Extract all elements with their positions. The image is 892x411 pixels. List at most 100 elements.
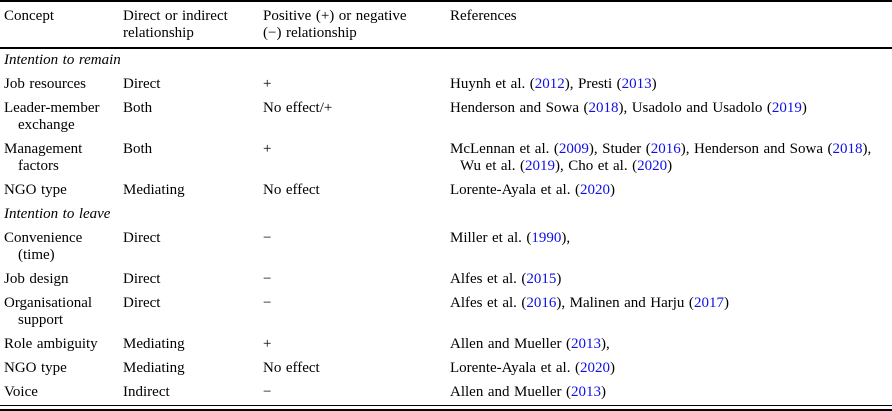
citation-text: ) [801,100,807,116]
sign-cell: + [263,141,272,157]
concept-cell: Organisational support [0,292,123,333]
sign-cell: − [263,384,272,400]
sign-cell: − [263,230,272,246]
citation-year-link[interactable]: 2009 [558,141,589,157]
citation-year-link[interactable]: 2012 [534,76,565,92]
relationship-cell: Mediating [123,336,185,352]
citation-text: Lorente-Ayala et al. ( [450,360,580,376]
citation-year-link[interactable]: 2020 [579,182,610,198]
citation-text: ), Presti ( [564,76,622,92]
citation-text: ) [651,76,657,92]
table-row: Management factors Both + McLennan et al. (2… [0,138,892,179]
header-row: Concept Direct or indirect relationship … [0,1,892,49]
citation-text: ), Studer ( [588,141,651,157]
reference-line: Alfes et al. (2016), Malinen and Harju (… [450,295,892,312]
reference-line: Allen and Mueller (2013) [450,384,892,401]
column-header-sign: Positive (+) or negative (−) relationshi… [263,1,450,49]
references-cell: Lorente-Ayala et al. (2020) [450,357,892,381]
concept-line: Voice [4,384,38,400]
citation-text: ), [561,230,571,246]
table-row: Leader-member exchange Both No effect/+ Hend… [0,97,892,138]
citation-text: Miller et al. ( [450,230,532,246]
citation-text: ), Usadolo and Usadolo ( [618,100,772,116]
references-cell: Henderson and Sowa (2018), Usadolo and U… [450,97,892,138]
concept-line: NGO type [4,182,67,198]
citation-year-link[interactable]: 2018 [832,141,863,157]
references-cell: Alfes et al. (2016), Malinen and Harju (… [450,292,892,333]
citation-text: Allen and Mueller ( [450,336,571,352]
relationship-cell: Indirect [123,384,170,400]
citation-text: ), Cho et al. ( [554,158,638,174]
concept-cell: Convenience (time) [0,227,123,268]
citation-year-link[interactable]: 2016 [650,141,681,157]
relationship-cell: Direct [123,76,161,92]
references-cell: Alfes et al. (2015) [450,268,892,292]
citation-year-link[interactable]: 2016 [526,295,557,311]
citation-year-link[interactable]: 1990 [531,230,562,246]
reference-line: McLennan et al. (2009), Studer (2016), H… [450,141,892,158]
citation-year-link[interactable]: 2015 [526,271,557,287]
citation-year-link[interactable]: 2013 [570,336,601,352]
reference-line: Alfes et al. (2015) [450,271,892,288]
citation-text: ) [609,360,615,376]
relationship-cell: Both [123,141,153,157]
relationship-cell: Mediating [123,360,185,376]
relationship-cell: Direct [123,230,161,246]
table-row: Voice Indirect − Allen and Mueller (2013) [0,381,892,405]
citation-year-link[interactable]: 2019 [524,158,555,174]
citation-year-link[interactable]: 2013 [570,384,601,400]
reference-line: Allen and Mueller (2013), [450,336,892,353]
section-row: Intention to remain [0,48,892,73]
reference-line: Huynh et al. (2012), Presti (2013) [450,76,892,93]
concept-line: Convenience [4,230,83,246]
citation-year-link[interactable]: 2018 [588,100,619,116]
column-header-references: References [450,1,892,49]
concept-cell: Role ambiguity [0,333,123,357]
section-heading: Intention to leave [4,206,111,222]
reference-line: Miller et al. (1990), [450,230,892,247]
citation-year-link[interactable]: 2020 [637,158,668,174]
sign-cell: + [263,76,272,92]
citation-text: ), Henderson and Sowa ( [680,141,833,157]
concept-line: NGO type [4,360,67,376]
citation-text: Alfes et al. ( [450,271,527,287]
concept-cell: Management factors [0,138,123,179]
concept-cell: Job design [0,268,123,292]
references-cell: Allen and Mueller (2013), [450,333,892,357]
concept-line: (time) [18,247,55,263]
column-header-concept: Concept [0,1,123,49]
concept-line: Job resources [4,76,86,92]
relationship-cell: Direct [123,271,161,287]
citation-text: Allen and Mueller ( [450,384,571,400]
citation-text: McLennan et al. ( [450,141,559,157]
table-row: NGO type Mediating No effect Lorente-Ayala … [0,179,892,203]
references-cell: Lorente-Ayala et al. (2020) [450,179,892,203]
concept-line: factors [18,158,59,174]
concept-line: Management [4,141,83,157]
section-heading: Intention to remain [4,52,121,68]
citation-text: Henderson and Sowa ( [450,100,589,116]
concept-line: support [18,312,63,328]
column-header-relationship: Direct or indirect relationship [123,1,263,49]
table-header: Concept Direct or indirect relationship … [0,1,892,49]
citation-year-link[interactable]: 2019 [771,100,802,116]
references-cell: Allen and Mueller (2013) [450,381,892,405]
references-cell: McLennan et al. (2009), Studer (2016), H… [450,138,892,179]
concept-cell: Job resources [0,73,123,97]
citation-text: ) [556,271,562,287]
citation-year-link[interactable]: 2020 [579,360,610,376]
references-cell: Miller et al. (1990), [450,227,892,268]
citation-text: ), [862,141,872,157]
relationship-cell: Mediating [123,182,185,198]
table-row: Convenience (time) Direct − Miller et al. (1… [0,227,892,268]
concept-cell: Leader-member exchange [0,97,123,138]
citation-year-link[interactable]: 2017 [693,295,724,311]
reference-line: Lorente-Ayala et al. (2020) [450,182,892,199]
bottom-double-rule [0,405,892,411]
sign-cell: − [263,271,272,287]
sign-cell: No effect [263,360,320,376]
section-row: Intention to leave [0,203,892,227]
citation-year-link[interactable]: 2013 [621,76,652,92]
